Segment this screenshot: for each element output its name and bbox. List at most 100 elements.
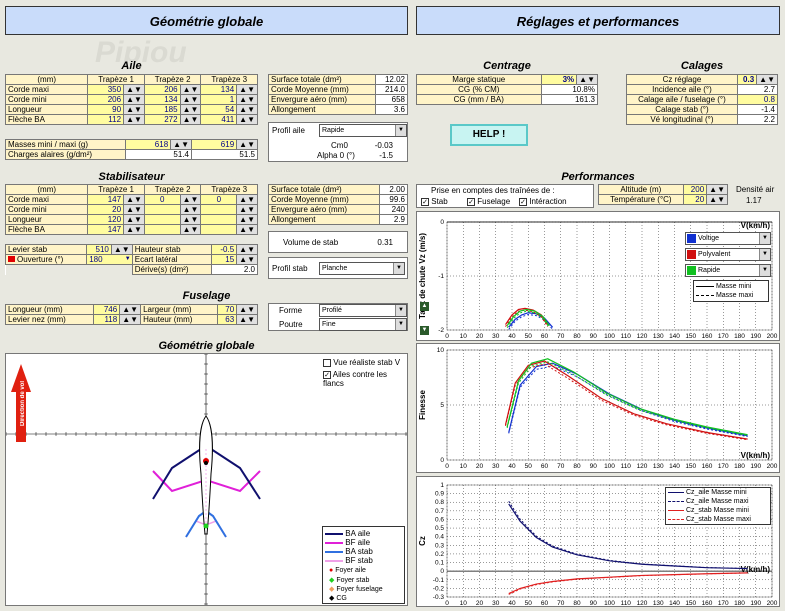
spinner[interactable]: ▲▼ [123, 104, 145, 115]
stab-input[interactable] [143, 204, 181, 215]
profile-select-rapide[interactable]: Rapide ▼ [685, 264, 771, 277]
chk-stab[interactable]: ✓ Stab [421, 197, 448, 206]
fus-hauteur-input[interactable]: 63 [216, 314, 238, 325]
spinner[interactable]: ▲▼ [179, 204, 202, 215]
aile-input[interactable]: 411 [200, 114, 238, 125]
stab-input[interactable] [200, 204, 238, 215]
hauteur-stab-input[interactable]: -0.5 [210, 244, 238, 255]
chk-stab-v[interactable]: Vue réaliste stab V [323, 358, 400, 367]
spinner[interactable]: ▲▼ [706, 184, 728, 195]
aile-input[interactable]: 206 [143, 84, 181, 95]
ecart-input[interactable]: 15 [210, 254, 238, 265]
spinner[interactable]: ▲▼ [179, 224, 202, 235]
spinner[interactable]: ▲▼ [236, 84, 258, 95]
aile-input[interactable]: 272 [143, 114, 181, 125]
aile-input[interactable]: 134 [200, 84, 238, 95]
aile-input[interactable]: 134 [143, 94, 181, 105]
aile-input[interactable]: 112 [87, 114, 125, 125]
chevron-down-icon: ▼ [395, 125, 406, 136]
warning-marker-icon [8, 256, 15, 262]
cz-reglage-input[interactable]: 0.3 [736, 74, 758, 85]
poutre-label: Poutre [279, 320, 303, 329]
calage-aile-input[interactable]: 0.8 [736, 94, 779, 105]
x-tick-label: 150 [685, 333, 696, 340]
stab-input[interactable] [200, 224, 238, 235]
stab-input[interactable]: 120 [87, 214, 125, 225]
mass-max-input[interactable]: 619 [190, 139, 238, 150]
spinner[interactable]: ▲▼ [179, 94, 202, 105]
spinner[interactable]: ▲▼ [236, 244, 258, 255]
stab-input[interactable]: 0 [143, 194, 181, 205]
fus-levier-input[interactable]: 118 [93, 314, 121, 325]
help-button[interactable]: HELP ! [450, 124, 528, 146]
spinner[interactable]: ▲▼ [119, 304, 142, 315]
ouverture-select[interactable]: 180 ▼ [86, 254, 133, 265]
spinner[interactable]: ▲▼ [179, 214, 202, 225]
stab-input[interactable] [143, 214, 181, 225]
profil-stab-select[interactable]: Planche ▼ [319, 262, 405, 275]
profile-select-voltige[interactable]: Voltige ▼ [685, 232, 771, 245]
spinner[interactable]: ▲▼ [179, 104, 202, 115]
chk-interaction[interactable]: ✓ Intéraction [519, 197, 567, 206]
scroll-down-icon[interactable]: ▼ [420, 326, 429, 335]
spinner[interactable]: ▲▼ [179, 114, 202, 125]
aile-input[interactable]: 206 [87, 94, 125, 105]
stab-input[interactable] [200, 214, 238, 225]
chk-fuselage[interactable]: ✓ Fuselage [467, 197, 510, 206]
fus-largeur-input[interactable]: 70 [216, 304, 238, 315]
spinner[interactable]: ▲▼ [170, 139, 192, 150]
levier-stab-input[interactable]: 510 [86, 244, 112, 255]
spinner[interactable]: ▲▼ [236, 139, 258, 150]
spinner[interactable]: ▲▼ [576, 74, 598, 85]
spinner[interactable]: ▲▼ [236, 194, 258, 205]
aile-input[interactable]: 185 [143, 104, 181, 115]
spinner[interactable]: ▲▼ [119, 314, 142, 325]
stab-input[interactable]: 147 [87, 224, 125, 235]
chevron-down-icon: ▼ [395, 319, 406, 330]
profil-aile-select[interactable]: Rapide ▼ [319, 124, 407, 137]
spinner[interactable]: ▲▼ [236, 224, 258, 235]
spinner[interactable]: ▲▼ [236, 104, 258, 115]
aile-input[interactable]: 90 [87, 104, 125, 115]
fus-longueur-input[interactable]: 746 [93, 304, 121, 315]
spinner[interactable]: ▲▼ [123, 114, 145, 125]
forme-select[interactable]: Profilé ▼ [319, 304, 407, 317]
spinner[interactable]: ▲▼ [123, 204, 145, 215]
spinner[interactable]: ▲▼ [179, 84, 202, 95]
temp-input[interactable]: 20 [682, 194, 708, 205]
aile-input[interactable]: 1 [200, 94, 238, 105]
spinner[interactable]: ▲▼ [236, 214, 258, 225]
spinner[interactable]: ▲▼ [236, 254, 258, 265]
spinner[interactable]: ▲▼ [123, 214, 145, 225]
aile-row-label: Corde mini [4, 94, 89, 105]
profile-select-polyvalent[interactable]: Polyvalent ▼ [685, 248, 771, 261]
spinner[interactable]: ▲▼ [236, 94, 258, 105]
spinner[interactable]: ▲▼ [236, 314, 258, 325]
spinner[interactable]: ▲▼ [179, 194, 202, 205]
legend-bf-stab: BF stab [325, 556, 373, 565]
stab-input[interactable]: 20 [87, 204, 125, 215]
x-tick-label: 90 [590, 333, 598, 340]
spinner[interactable]: ▲▼ [236, 204, 258, 215]
spinner[interactable]: ▲▼ [756, 74, 778, 85]
spinner[interactable]: ▲▼ [236, 304, 258, 315]
marge-input[interactable]: 3% [540, 74, 578, 85]
mass-min-input[interactable]: 618 [124, 139, 172, 150]
poutre-select[interactable]: Fine ▼ [319, 318, 407, 331]
altitude-input[interactable]: 200 [682, 184, 708, 195]
stab-input[interactable]: 147 [87, 194, 125, 205]
x-tick-label: 160 [702, 463, 713, 470]
spinner[interactable]: ▲▼ [123, 84, 145, 95]
spinner[interactable]: ▲▼ [110, 244, 133, 255]
chk-ailes[interactable]: ✓ Ailes contre les flancs [323, 370, 407, 388]
stab-input[interactable] [143, 224, 181, 235]
spinner[interactable]: ▲▼ [123, 194, 145, 205]
spinner[interactable]: ▲▼ [236, 114, 258, 125]
aile-input[interactable]: 54 [200, 104, 238, 115]
aile-input[interactable]: 350 [87, 84, 125, 95]
scroll-up-icon[interactable]: ▲ [420, 302, 429, 311]
spinner[interactable]: ▲▼ [706, 194, 728, 205]
spinner[interactable]: ▲▼ [123, 94, 145, 105]
spinner[interactable]: ▲▼ [123, 224, 145, 235]
stab-input[interactable]: 0 [200, 194, 238, 205]
